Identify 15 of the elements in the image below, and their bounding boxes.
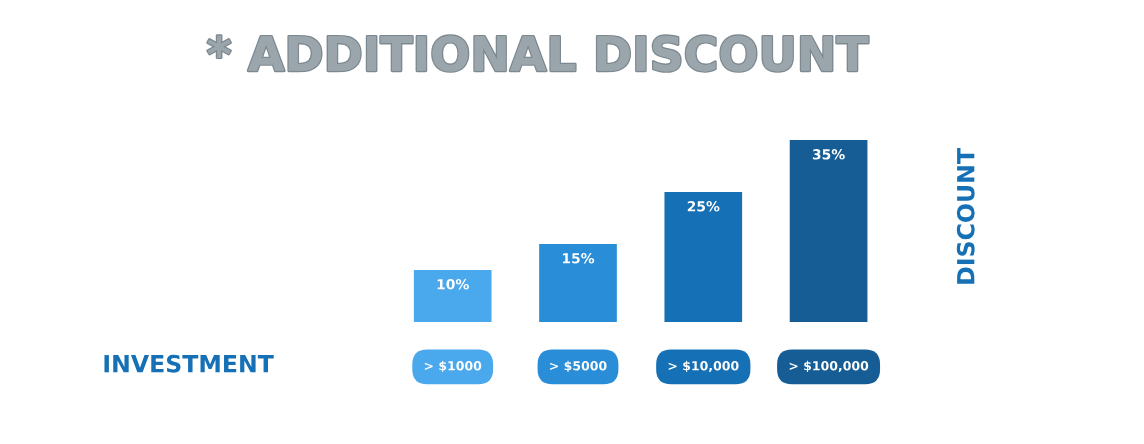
x-tick-label: > $5000 [550,360,607,373]
y-axis-title: DISCOUNT [956,148,975,284]
bar [413,269,492,322]
bar [539,243,617,322]
chart-title: * ADDITIONAL DISCOUNT [207,35,869,72]
bar [789,140,868,322]
data-label: 35% [812,149,845,160]
x-tick-label: > $10,000 [668,360,739,373]
x-axis-title: INVESTMENT [104,354,274,373]
x-tick-label: > $100,000 [789,360,869,373]
data-label: 15% [562,253,595,264]
data-label: 10% [437,278,469,290]
x-tick-label: > $1000 [424,360,482,373]
bar [664,192,743,322]
data-label: 25% [687,201,720,212]
